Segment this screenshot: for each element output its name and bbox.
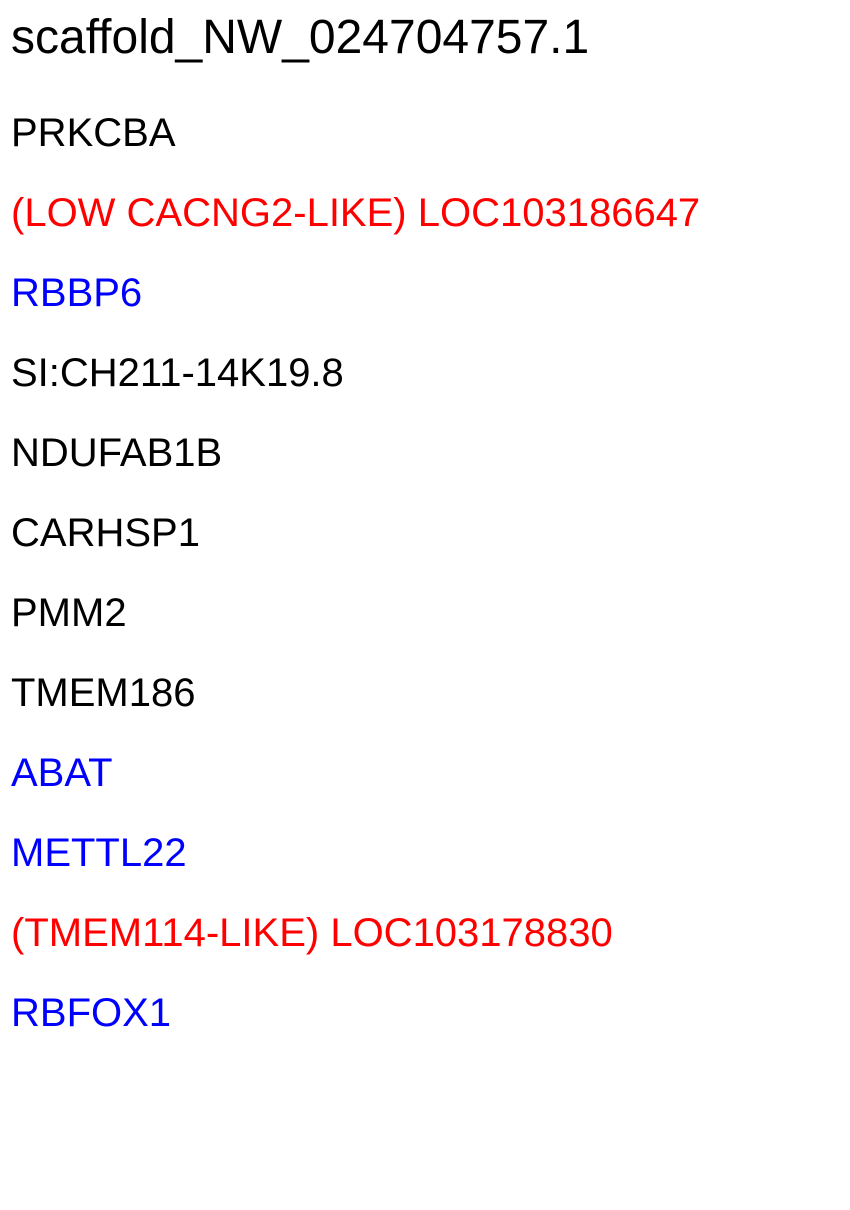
gene-item: PMM2 <box>11 591 127 635</box>
gene-item: RBFOX1 <box>11 991 172 1035</box>
gene-item: (TMEM114-LIKE) LOC103178830 <box>11 911 613 955</box>
gene-item: PRKCBA <box>11 111 176 155</box>
gene-item: ABAT <box>11 751 113 795</box>
gene-item: METTL22 <box>11 831 187 875</box>
gene-item: RBBP6 <box>11 271 143 315</box>
gene-item: SI:CH211-14K19.8 <box>11 351 344 395</box>
scaffold-title: scaffold_NW_024704757.1 <box>11 11 590 64</box>
gene-list: PRKCBA (LOW CACNG2-LIKE) LOC103186647 RB… <box>11 104 700 1064</box>
gene-item: CARHSP1 <box>11 511 200 555</box>
gene-item: NDUFAB1B <box>11 431 223 475</box>
gene-item: TMEM186 <box>11 671 196 715</box>
gene-item: (LOW CACNG2-LIKE) LOC103186647 <box>11 191 701 235</box>
